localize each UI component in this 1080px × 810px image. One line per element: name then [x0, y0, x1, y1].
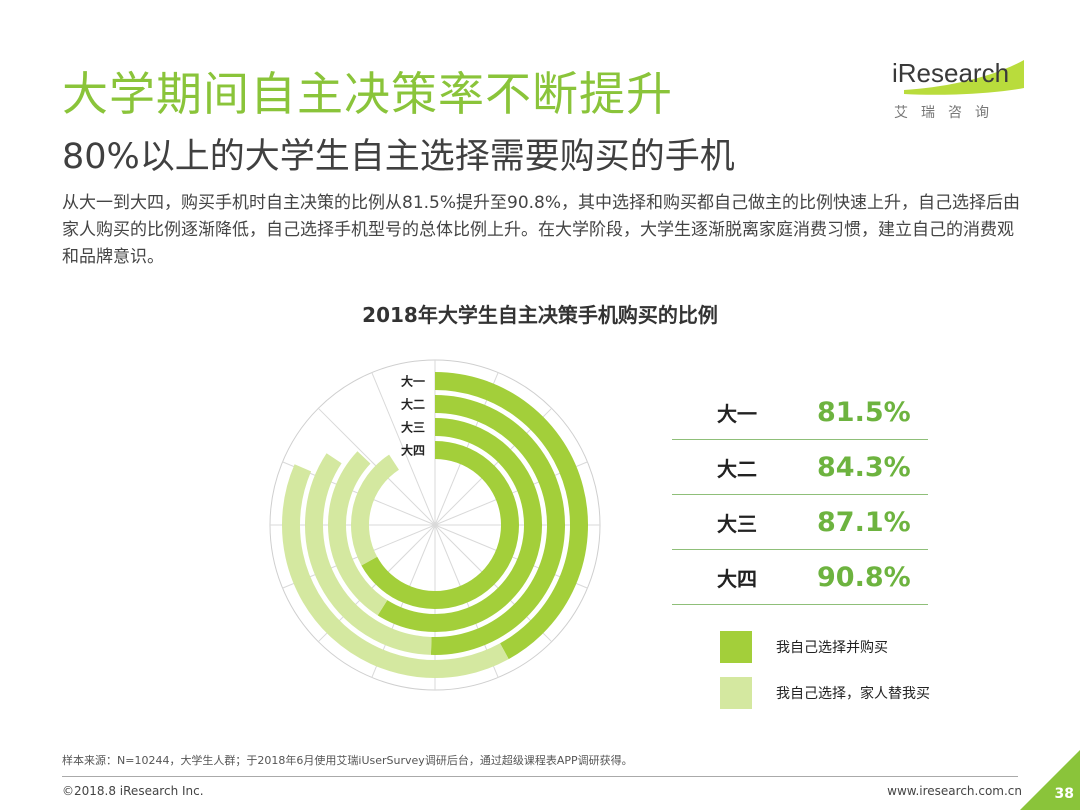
table-row: 大二 84.3% [672, 440, 928, 495]
chart-bars [282, 372, 588, 678]
legend-swatch [720, 631, 752, 663]
legend-swatch [720, 677, 752, 709]
bar-family-buy-4 [351, 454, 400, 566]
bar-self-buy-3 [377, 418, 543, 632]
grade-label: 大一 [717, 401, 757, 426]
percentage-table: 大一 81.5% 大二 84.3% 大三 87.1% 大四 90.8% [672, 385, 928, 605]
bar-self-buy-4 [361, 441, 519, 609]
grade-percentage: 90.8% [817, 561, 911, 593]
copyright-text: ©2018.8 iResearch Inc. [62, 784, 204, 798]
page-title: 大学期间自主决策率不断提升 [62, 67, 673, 121]
category-label-1: 大一 [401, 374, 425, 389]
grade-percentage: 81.5% [817, 396, 911, 428]
bar-self-buy-2 [430, 395, 565, 655]
legend-item-family-buy: 我自己选择，家人替我买 [720, 676, 930, 710]
grid-spoke [371, 372, 436, 526]
category-label-4: 大四 [401, 443, 425, 458]
logo-swoosh-icon [904, 60, 1024, 95]
grade-label: 大三 [717, 511, 757, 536]
description-text: 从大一到大四，购买手机时自主决策的比例从81.5%提升至90.8%，其中选择和购… [62, 193, 1021, 267]
website-link[interactable]: www.iresearch.com.cn [887, 784, 1022, 798]
iresearch-logo: iResearch 艾瑞咨询 [892, 58, 1032, 128]
chart-legend: 我自己选择并购买 我自己选择，家人替我买 [720, 630, 930, 722]
bar-self-buy-1 [434, 372, 588, 660]
grade-label: 大二 [717, 456, 757, 481]
corner-decoration [1020, 750, 1080, 810]
legend-label: 我自己选择并购买 [776, 640, 888, 656]
grade-percentage: 84.3% [817, 451, 911, 483]
legend-item-self-buy: 我自己选择并购买 [720, 630, 930, 664]
page-subtitle: 80%以上的大学生自主选择需要购买的手机 [62, 137, 735, 177]
legend-label: 我自己选择，家人替我买 [776, 686, 930, 702]
chart-title: 2018年大学生自主决策手机购买的比例 [362, 303, 718, 327]
source-note: 样本来源：N=10244，大学生人群；于2018年6月使用艾瑞iUserSurv… [62, 754, 633, 767]
page-number: 38 [1054, 786, 1074, 802]
table-row: 大一 81.5% [672, 385, 928, 440]
table-row: 大四 90.8% [672, 550, 928, 605]
grade-label: 大四 [717, 566, 757, 591]
footer-divider [62, 776, 1018, 777]
category-label-2: 大二 [401, 397, 425, 412]
category-label-3: 大三 [401, 420, 425, 435]
logo-sub-text: 艾瑞咨询 [894, 105, 1002, 121]
grade-percentage: 87.1% [817, 506, 911, 538]
bar-family-buy-1 [282, 464, 509, 678]
bar-family-buy-2 [305, 453, 432, 655]
table-row: 大三 87.1% [672, 495, 928, 550]
logo-brand-text: iResearch [892, 58, 1010, 88]
bar-family-buy-3 [328, 451, 388, 616]
